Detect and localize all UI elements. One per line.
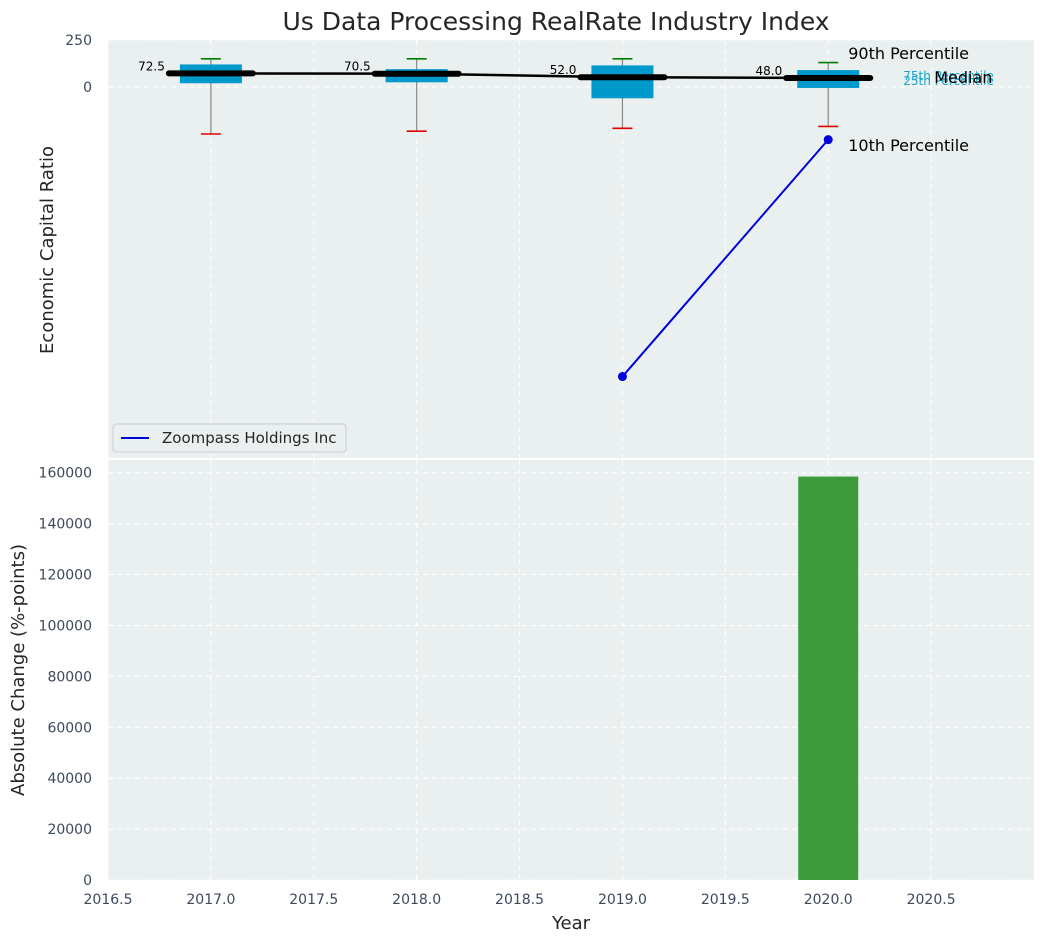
bottom-y-axis-label: Absolute Change (%-points) [8, 544, 29, 796]
x-tick-label: 2017.5 [289, 892, 338, 908]
median-value-label: 48.0 [756, 64, 783, 78]
top-plot-area [108, 40, 1034, 458]
box-plots: 72.5 70.5 52.0 48.0 [138, 57, 874, 135]
x-ticks: 2016.5 2017.0 2017.5 2018.0 2018.5 2019.0 2019… [84, 892, 956, 908]
median-value-label: 52.0 [550, 63, 577, 77]
top-y-tick-label: 250 [65, 33, 92, 49]
bottom-y-tick-label: 0 [83, 873, 92, 889]
bottom-y-tick-label: 160000 [39, 466, 92, 482]
bottom-y-ticks: 0 20000 40000 60000 80000 100000 120000 140000 1… [39, 466, 92, 889]
x-tick-label: 2017.0 [186, 892, 235, 908]
series-line-path [621, 138, 829, 378]
x-tick-label: 2019.0 [598, 892, 647, 908]
median-value-label: 70.5 [344, 60, 371, 74]
annotation-p10: 10th Percentile [848, 136, 969, 155]
series-line [617, 135, 833, 382]
median-value-label: 72.5 [138, 59, 165, 73]
chart-title: Us Data Processing RealRate Industry Ind… [282, 7, 829, 36]
x-axis-label: Year [551, 913, 591, 934]
annotation-p75: 75th Percentile [903, 69, 994, 83]
bottom-y-tick-label: 60000 [47, 720, 92, 736]
x-tick-label: 2020.0 [804, 892, 853, 908]
x-tick-label: 2018.0 [392, 892, 441, 908]
series-point [823, 135, 833, 145]
top-grid [107, 39, 1034, 458]
series-point [617, 372, 627, 382]
annotation-median: Median [934, 68, 992, 87]
bottom-y-tick-label: 140000 [39, 517, 92, 533]
legend: Zoompass Holdings Inc [112, 423, 347, 453]
bottom-y-tick-label: 100000 [39, 618, 92, 634]
x-tick-label: 2016.5 [84, 892, 133, 908]
box-2019 [591, 65, 654, 99]
annotation-p25: 25th Percentile [903, 74, 994, 88]
top-y-ticks: 0 250 [65, 33, 92, 96]
x-tick-label: 2019.5 [701, 892, 750, 908]
bar-2020 [798, 476, 859, 880]
x-tick-label: 2020.5 [907, 892, 956, 908]
bottom-y-tick-label: 120000 [39, 568, 92, 584]
bottom-plot-area [108, 460, 1034, 880]
bottom-y-tick-label: 80000 [47, 669, 92, 685]
x-tick-label: 2018.5 [495, 892, 544, 908]
bottom-y-tick-label: 40000 [47, 771, 92, 787]
legend-series-label: Zoompass Holdings Inc [162, 429, 336, 447]
annotation-p90: 90th Percentile [848, 44, 969, 63]
bars [798, 476, 859, 880]
top-y-axis-label: Economic Capital Ratio [37, 146, 58, 354]
bottom-y-tick-label: 20000 [47, 822, 92, 838]
top-y-tick-label: 0 [83, 80, 92, 96]
median-trend-line [210, 72, 829, 80]
bottom-grid [107, 460, 1034, 881]
